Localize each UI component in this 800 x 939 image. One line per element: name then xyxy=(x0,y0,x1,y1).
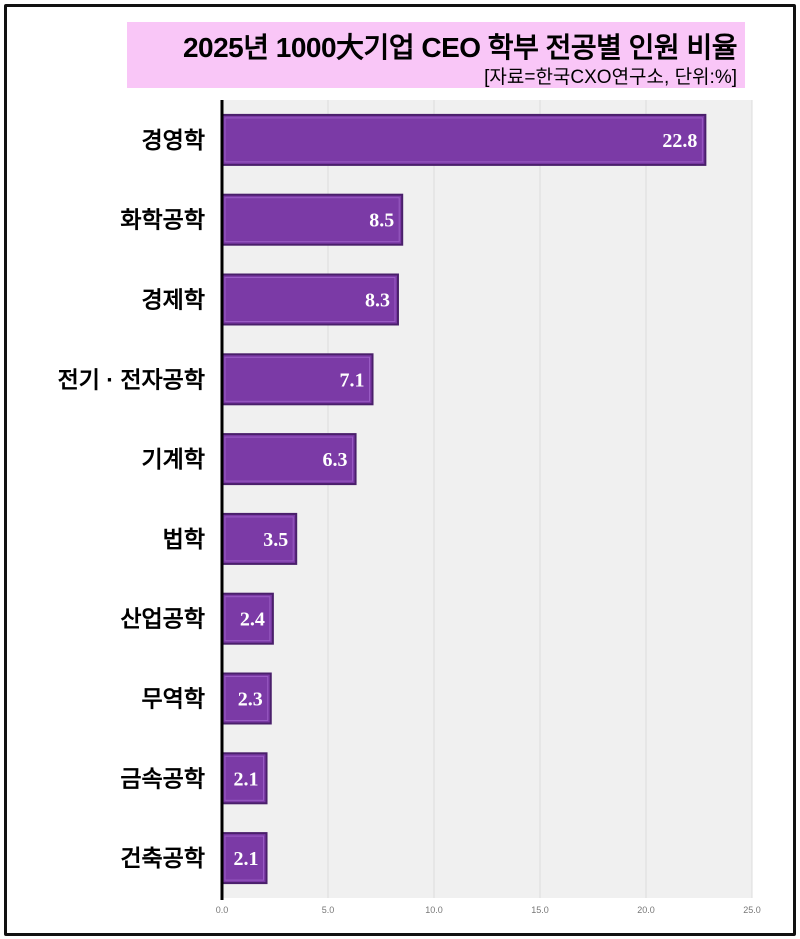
bar-highlight xyxy=(224,596,271,642)
data-label: 2.1 xyxy=(234,768,259,790)
bar xyxy=(221,592,274,645)
category-label: 전기 · 전자공학 xyxy=(58,366,205,392)
bar xyxy=(221,113,707,166)
x-tick-label: 20.0 xyxy=(637,905,655,915)
bar-highlight xyxy=(224,755,265,801)
bar-highlight xyxy=(224,117,703,163)
chart-frame xyxy=(4,4,796,936)
x-tick-label: 5.0 xyxy=(322,905,335,915)
bar xyxy=(221,433,357,486)
data-label: 8.3 xyxy=(365,290,390,312)
bar-highlight xyxy=(224,516,294,562)
bar xyxy=(221,832,268,885)
bar-highlight xyxy=(224,197,400,243)
bar xyxy=(221,273,399,326)
category-label: 경제학 xyxy=(142,287,205,313)
category-label: 경영학 xyxy=(142,127,205,153)
category-label: 법학 xyxy=(163,526,205,552)
data-label: 2.1 xyxy=(234,848,259,870)
x-tick-label: 15.0 xyxy=(531,905,549,915)
x-tick-label: 0.0 xyxy=(216,905,229,915)
bar-highlight xyxy=(224,356,371,402)
data-label: 2.3 xyxy=(238,689,263,711)
bar-highlight xyxy=(224,676,269,721)
data-label: 3.5 xyxy=(263,529,288,551)
category-label: 기계학 xyxy=(142,446,205,472)
bar xyxy=(221,512,298,565)
data-label: 22.8 xyxy=(662,130,697,152)
bar-highlight xyxy=(224,277,396,322)
data-label: 7.1 xyxy=(340,369,365,391)
data-label: 6.3 xyxy=(323,449,348,471)
data-label: 2.4 xyxy=(240,609,265,631)
category-label: 산업공학 xyxy=(120,606,205,632)
title-box: 2025년 1000大기업 CEO 학부 전공별 인원 비율 [자료=한국CXO… xyxy=(127,22,745,88)
chart-subtitle: [자료=한국CXO연구소, 단위:%] xyxy=(484,67,737,88)
chart-title: 2025년 1000大기업 CEO 학부 전공별 인원 비율 xyxy=(182,32,738,63)
x-tick-label: 10.0 xyxy=(425,905,443,915)
x-tick-label: 25.0 xyxy=(743,905,761,915)
bar-highlight xyxy=(224,436,354,482)
category-label: 건축공학 xyxy=(120,845,205,871)
category-label: 무역학 xyxy=(142,686,205,712)
bar-highlight xyxy=(224,835,265,881)
category-label: 금속공학 xyxy=(120,765,205,791)
category-label: 화학공학 xyxy=(120,207,205,233)
bar xyxy=(221,353,374,406)
data-label: 8.5 xyxy=(369,210,394,232)
